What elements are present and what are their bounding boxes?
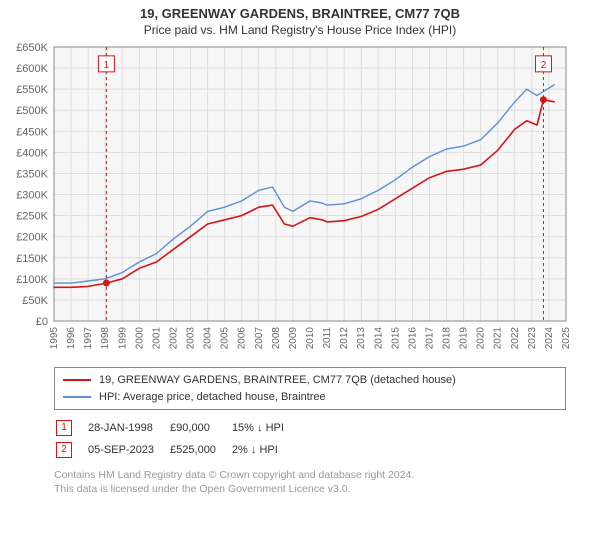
- svg-text:2008: 2008: [271, 327, 282, 350]
- svg-text:£400K: £400K: [16, 147, 48, 159]
- svg-text:2016: 2016: [407, 327, 418, 350]
- sale-marker: 2: [56, 442, 72, 458]
- sales-table: 1 28-JAN-1998 £90,000 15% ↓ HPI 2 05-SEP…: [54, 416, 300, 462]
- svg-text:2005: 2005: [220, 327, 231, 350]
- svg-text:£200K: £200K: [16, 232, 48, 244]
- svg-text:£500K: £500K: [16, 105, 48, 117]
- legend: 19, GREENWAY GARDENS, BRAINTREE, CM77 7Q…: [54, 367, 566, 410]
- svg-text:£300K: £300K: [16, 190, 48, 202]
- legend-swatch: [63, 379, 91, 381]
- svg-text:£50K: £50K: [22, 295, 48, 307]
- svg-text:£250K: £250K: [16, 211, 48, 223]
- svg-text:2013: 2013: [356, 327, 367, 350]
- svg-text:£350K: £350K: [16, 168, 48, 180]
- svg-text:2010: 2010: [305, 327, 316, 350]
- svg-text:£550K: £550K: [16, 84, 48, 96]
- sale-delta: 2% ↓ HPI: [232, 440, 298, 460]
- svg-text:2020: 2020: [476, 327, 487, 350]
- footnote-line: This data is licensed under the Open Gov…: [54, 482, 566, 496]
- svg-text:£150K: £150K: [16, 253, 48, 265]
- sale-price: £90,000: [170, 418, 230, 438]
- svg-text:2002: 2002: [168, 327, 179, 350]
- svg-text:2003: 2003: [186, 327, 197, 350]
- sale-date: 05-SEP-2023: [88, 440, 168, 460]
- svg-text:2019: 2019: [459, 327, 470, 350]
- svg-text:1996: 1996: [66, 327, 77, 350]
- svg-text:2: 2: [541, 60, 547, 71]
- legend-label: 19, GREENWAY GARDENS, BRAINTREE, CM77 7Q…: [99, 372, 456, 389]
- svg-text:2011: 2011: [322, 327, 333, 349]
- svg-text:2009: 2009: [288, 327, 299, 350]
- svg-text:2000: 2000: [134, 327, 145, 350]
- svg-text:£0: £0: [36, 316, 48, 328]
- footnote-line: Contains HM Land Registry data © Crown c…: [54, 468, 566, 482]
- sale-price: £525,000: [170, 440, 230, 460]
- svg-text:£100K: £100K: [16, 274, 48, 286]
- svg-text:2004: 2004: [203, 327, 214, 350]
- svg-text:£650K: £650K: [16, 42, 48, 54]
- svg-text:1997: 1997: [83, 327, 94, 350]
- legend-item: HPI: Average price, detached house, Brai…: [63, 389, 557, 406]
- svg-text:1995: 1995: [49, 327, 60, 350]
- svg-text:2022: 2022: [510, 327, 521, 350]
- legend-item: 19, GREENWAY GARDENS, BRAINTREE, CM77 7Q…: [63, 372, 557, 389]
- svg-text:2006: 2006: [237, 327, 248, 350]
- table-row: 2 05-SEP-2023 £525,000 2% ↓ HPI: [56, 440, 298, 460]
- svg-text:2017: 2017: [424, 327, 435, 350]
- svg-text:2001: 2001: [151, 327, 162, 350]
- title-subtitle: Price paid vs. HM Land Registry's House …: [0, 21, 600, 41]
- price-chart: £0 £50K £100K £150K £200K £250K £300K £350K £400…: [0, 41, 600, 361]
- svg-text:1998: 1998: [100, 327, 111, 350]
- svg-text:2025: 2025: [561, 327, 572, 350]
- sale-marker: 1: [56, 420, 72, 436]
- svg-text:£450K: £450K: [16, 126, 48, 138]
- sale-delta: 15% ↓ HPI: [232, 418, 298, 438]
- svg-text:1: 1: [104, 60, 110, 71]
- table-row: 1 28-JAN-1998 £90,000 15% ↓ HPI: [56, 418, 298, 438]
- svg-text:2007: 2007: [254, 327, 265, 350]
- svg-text:2014: 2014: [373, 327, 384, 350]
- footnote: Contains HM Land Registry data © Crown c…: [54, 468, 566, 496]
- svg-text:1999: 1999: [117, 327, 128, 350]
- svg-text:2015: 2015: [390, 327, 401, 350]
- svg-text:2023: 2023: [527, 327, 538, 350]
- title-address: 19, GREENWAY GARDENS, BRAINTREE, CM77 7Q…: [0, 0, 600, 21]
- chart-svg: £0 £50K £100K £150K £200K £250K £300K £350K £400…: [0, 41, 600, 361]
- svg-text:2024: 2024: [544, 327, 555, 350]
- sale-date: 28-JAN-1998: [88, 418, 168, 438]
- svg-text:2021: 2021: [493, 327, 504, 350]
- svg-text:£600K: £600K: [16, 63, 48, 75]
- legend-label: HPI: Average price, detached house, Brai…: [99, 389, 326, 406]
- svg-text:2018: 2018: [442, 327, 453, 350]
- legend-swatch: [63, 396, 91, 398]
- svg-text:2012: 2012: [339, 327, 350, 350]
